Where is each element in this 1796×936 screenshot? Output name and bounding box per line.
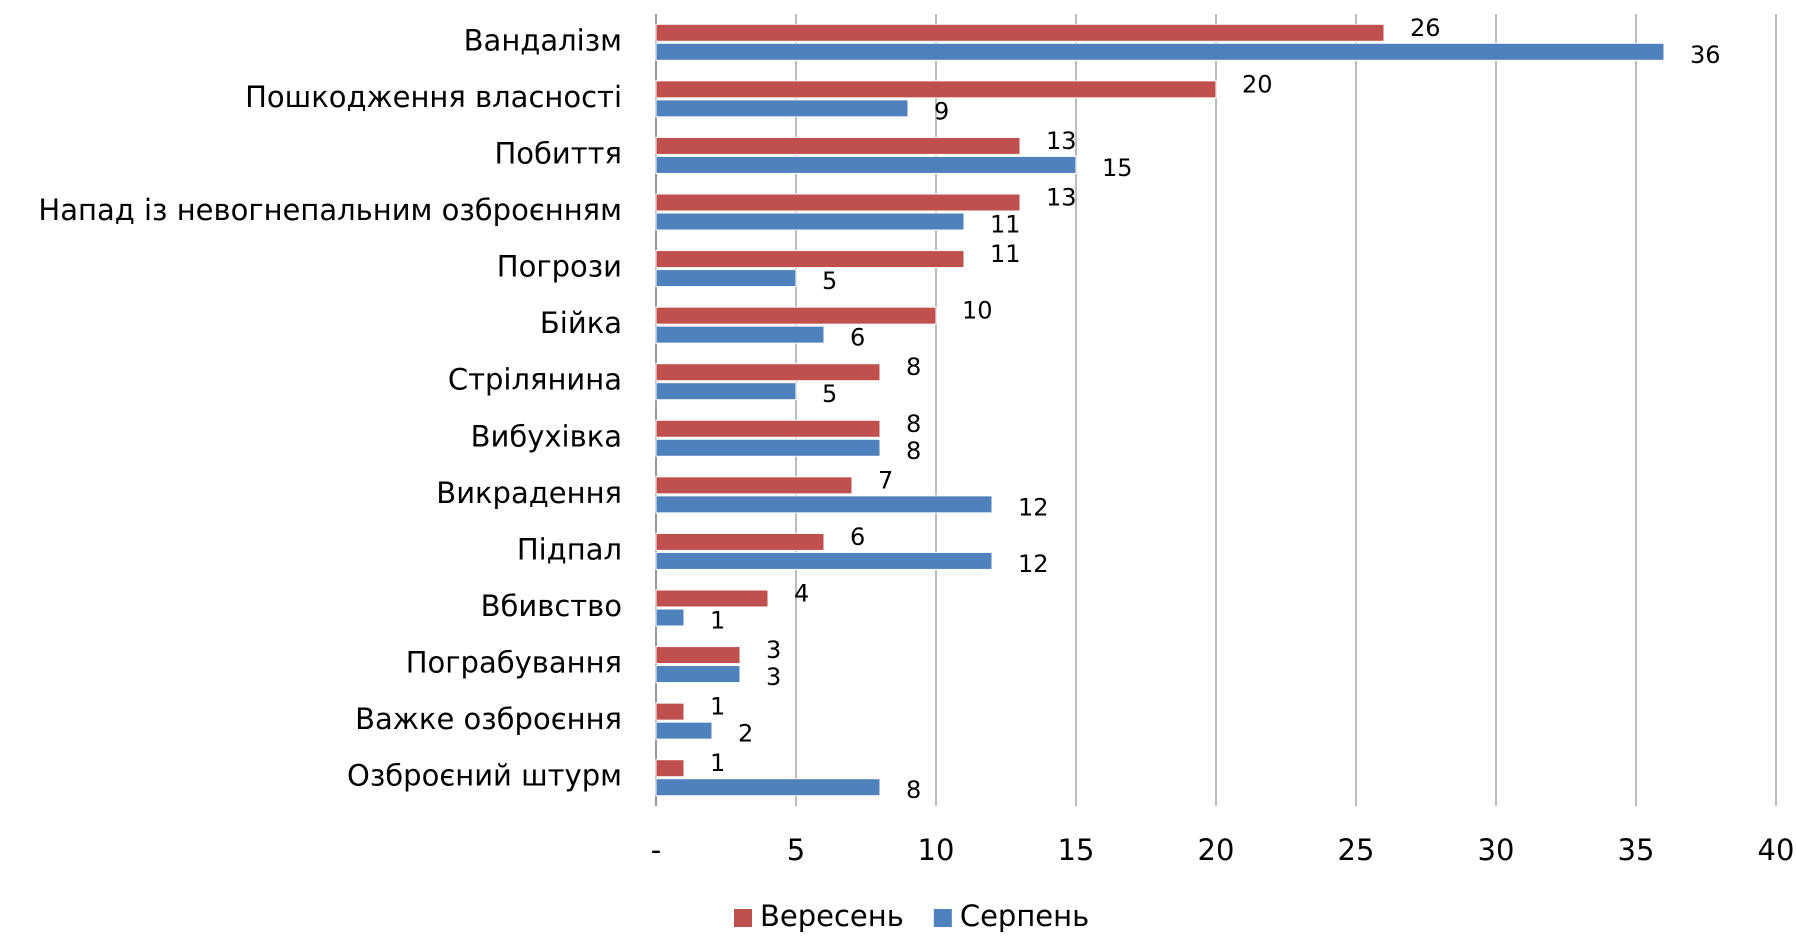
category-label: Погрози xyxy=(497,250,622,284)
category-label: Озброєний штурм xyxy=(347,759,622,793)
data-label: 1 xyxy=(710,693,725,721)
data-label: 15 xyxy=(1102,154,1133,182)
category-label: Побиття xyxy=(494,136,622,170)
bar xyxy=(655,419,881,438)
legend-label: Серпень xyxy=(960,899,1089,933)
bar xyxy=(655,306,937,325)
bar xyxy=(655,155,1077,174)
bar xyxy=(655,80,1217,99)
bar xyxy=(655,551,993,570)
category-label: Підпал xyxy=(517,532,622,566)
data-label: 3 xyxy=(766,636,781,664)
data-label: 8 xyxy=(906,410,921,438)
bar xyxy=(655,269,797,288)
x-tick-label: 5 xyxy=(787,833,805,867)
data-label: 1 xyxy=(710,749,725,777)
data-label: 36 xyxy=(1690,41,1721,69)
data-label: 3 xyxy=(766,663,781,691)
data-label: 10 xyxy=(962,297,993,325)
data-label: 8 xyxy=(906,437,921,465)
bar xyxy=(655,136,1021,155)
data-label: 13 xyxy=(1046,184,1077,212)
category-label: Важке озброєння xyxy=(355,702,622,736)
bar xyxy=(655,759,685,778)
category-label: Викрадення xyxy=(436,476,622,510)
bar xyxy=(655,778,881,797)
bar xyxy=(655,532,825,551)
x-tick-label: 15 xyxy=(1058,833,1095,867)
bar xyxy=(655,608,685,627)
data-label: 26 xyxy=(1410,14,1441,42)
data-label: 11 xyxy=(990,211,1021,239)
bar xyxy=(655,363,881,382)
bar xyxy=(655,99,909,118)
x-tick-label: 10 xyxy=(918,833,955,867)
x-tick-label: 20 xyxy=(1198,833,1235,867)
data-label: 6 xyxy=(850,523,865,551)
category-label: Вибухівка xyxy=(471,419,622,453)
data-label: 5 xyxy=(822,267,837,295)
x-tick-label: - xyxy=(651,833,661,867)
bar xyxy=(655,702,685,721)
category-label: Пошкодження власності xyxy=(245,80,622,114)
data-label: 8 xyxy=(906,353,921,381)
data-label: 5 xyxy=(822,380,837,408)
category-label: Пограбування xyxy=(406,646,622,680)
bar xyxy=(655,42,1665,61)
bar xyxy=(655,382,797,401)
category-label: Бійка xyxy=(540,306,622,340)
x-tick-label: 35 xyxy=(1618,833,1655,867)
x-tick-label: 40 xyxy=(1758,833,1795,867)
bar xyxy=(655,495,993,514)
data-label: 12 xyxy=(1018,493,1049,521)
legend-swatch xyxy=(734,909,752,927)
data-label: 12 xyxy=(1018,550,1049,578)
data-label: 7 xyxy=(878,466,893,494)
category-label: Вбивство xyxy=(481,589,622,623)
data-label: 2 xyxy=(738,720,753,748)
bar xyxy=(655,476,853,495)
bar xyxy=(655,665,741,684)
bar xyxy=(655,646,741,665)
data-label: 4 xyxy=(794,580,809,608)
data-label: 6 xyxy=(850,324,865,352)
legend-label: Вересень xyxy=(760,899,904,933)
bar xyxy=(655,212,965,231)
data-label: 9 xyxy=(934,97,949,125)
data-label: 13 xyxy=(1046,127,1077,155)
category-label: Стрілянина xyxy=(448,363,622,397)
bar xyxy=(655,250,965,269)
data-label: 1 xyxy=(710,607,725,635)
x-tick-label: 30 xyxy=(1478,833,1515,867)
x-tick-label: 25 xyxy=(1338,833,1375,867)
category-label: Напад із невогнепальним озброєнням xyxy=(38,193,622,227)
data-label: 8 xyxy=(906,776,921,804)
bar xyxy=(655,325,825,344)
category-label: Вандалізм xyxy=(464,23,622,57)
bar xyxy=(655,589,769,608)
data-label: 11 xyxy=(990,240,1021,268)
legend-swatch xyxy=(933,909,952,927)
bar xyxy=(655,193,1021,212)
data-label: 20 xyxy=(1242,70,1273,98)
bar xyxy=(655,438,881,457)
bar xyxy=(655,721,713,740)
bar xyxy=(655,23,1385,42)
